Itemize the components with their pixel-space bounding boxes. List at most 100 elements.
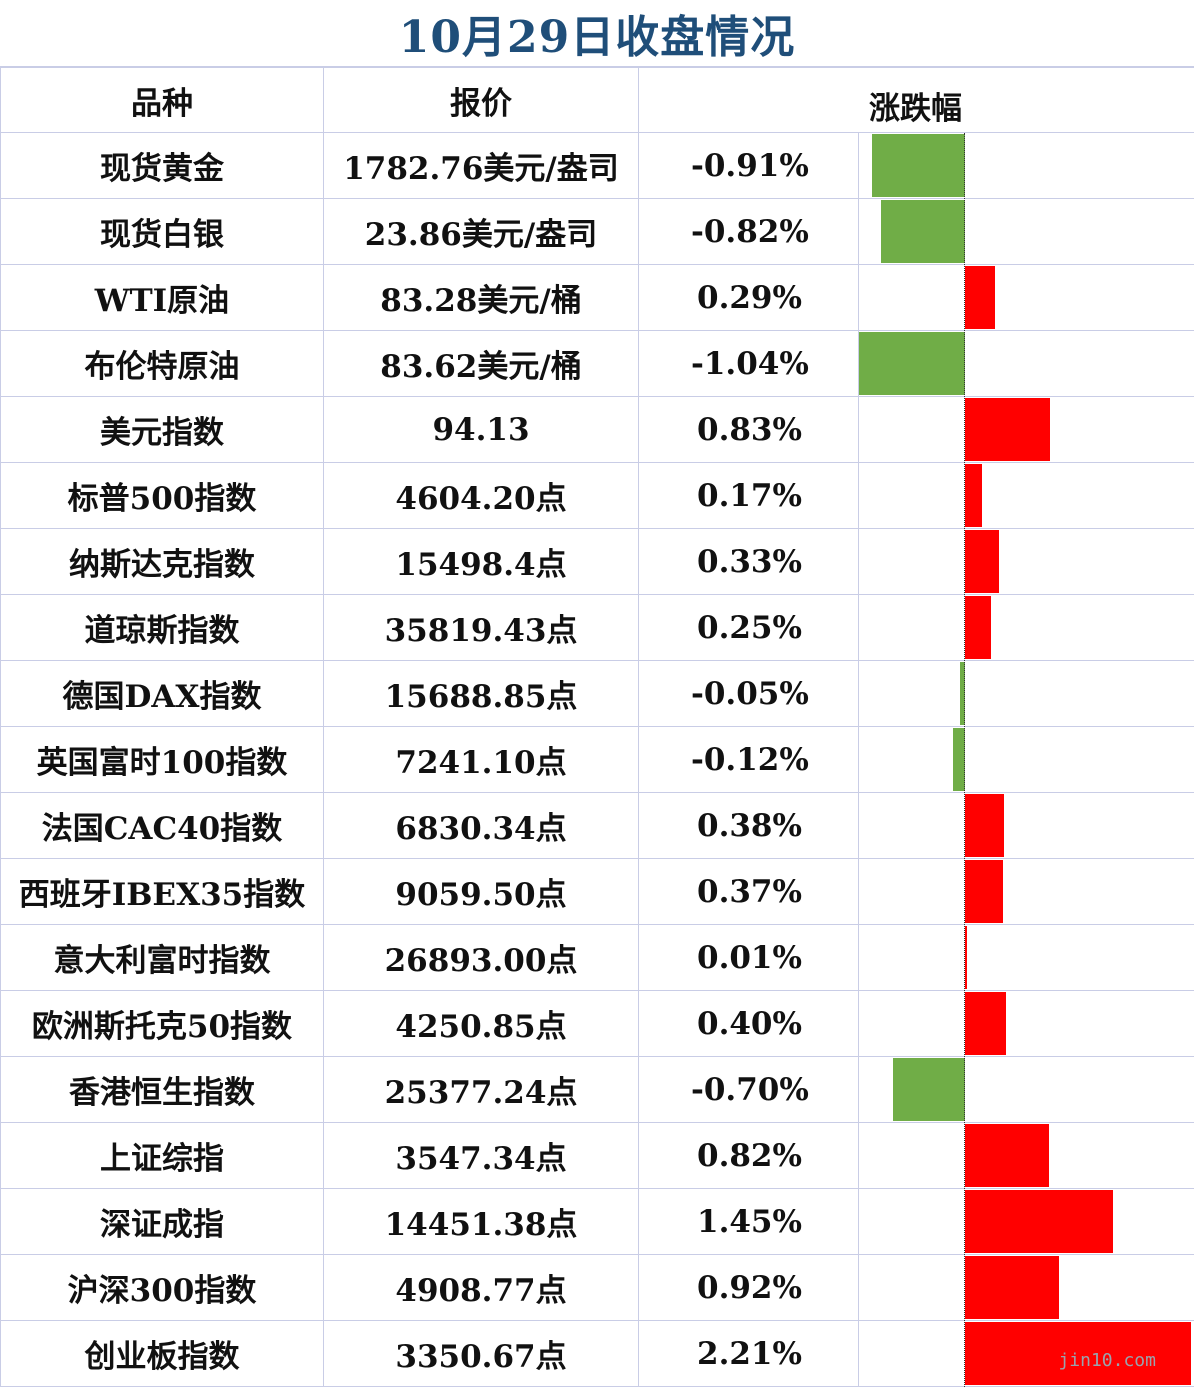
row-name: 创业板指数	[0, 1320, 324, 1387]
row-bar-cell	[858, 330, 1194, 397]
row-name: 法国CAC40指数	[0, 792, 324, 859]
row-name: 布伦特原油	[0, 330, 324, 397]
row-bar-cell	[858, 1320, 1194, 1387]
row-name: 标普500指数	[0, 462, 324, 529]
row-change: -0.05%	[638, 660, 859, 727]
row-bar-cell	[858, 264, 1194, 331]
table-row: 英国富时100指数 7241.10点 -0.12%	[0, 726, 1194, 793]
row-name: 美元指数	[0, 396, 324, 463]
row-change: -0.82%	[638, 198, 859, 265]
row-name: 纳斯达克指数	[0, 528, 324, 595]
gain-bar	[965, 1256, 1060, 1319]
row-name: WTI原油	[0, 264, 324, 331]
row-price: 6830.34点	[323, 792, 639, 859]
table-row: 美元指数 94.13 0.83%	[0, 396, 1194, 463]
row-change: 0.17%	[638, 462, 859, 529]
row-change: 0.01%	[638, 924, 859, 991]
row-bar-cell	[858, 858, 1194, 925]
row-name: 现货白银	[0, 198, 324, 265]
table-row: 沪深300指数 4908.77点 0.92%	[0, 1254, 1194, 1321]
row-change: 0.40%	[638, 990, 859, 1057]
gain-bar	[965, 1322, 1191, 1385]
row-name: 深证成指	[0, 1188, 324, 1255]
row-price: 15688.85点	[323, 660, 639, 727]
row-price: 26893.00点	[323, 924, 639, 991]
row-bar-cell	[858, 198, 1194, 265]
row-price: 1782.76美元/盎司	[323, 132, 639, 199]
row-change: 0.29%	[638, 264, 859, 331]
gain-bar	[965, 1190, 1114, 1253]
loss-bar	[893, 1058, 965, 1121]
row-price: 83.62美元/桶	[323, 330, 639, 397]
row-bar-cell	[858, 396, 1194, 463]
row-change: 0.83%	[638, 396, 859, 463]
table-row: 布伦特原油 83.62美元/桶 -1.04%	[0, 330, 1194, 397]
table-row: 欧洲斯托克50指数 4250.85点 0.40%	[0, 990, 1194, 1057]
row-price: 4250.85点	[323, 990, 639, 1057]
row-price: 9059.50点	[323, 858, 639, 925]
row-price: 83.28美元/桶	[323, 264, 639, 331]
row-change: 0.37%	[638, 858, 859, 925]
row-name: 英国富时100指数	[0, 726, 324, 793]
row-bar-cell	[858, 1056, 1194, 1123]
table-row: 纳斯达克指数 15498.4点 0.33%	[0, 528, 1194, 595]
gain-bar	[965, 794, 1004, 857]
watermark: jin10.com	[1058, 1350, 1156, 1371]
row-price: 14451.38点	[323, 1188, 639, 1255]
table-row: 道琼斯指数 35819.43点 0.25%	[0, 594, 1194, 661]
row-bar-cell	[858, 990, 1194, 1057]
row-change: 0.92%	[638, 1254, 859, 1321]
row-price: 94.13	[323, 396, 639, 463]
row-name: 沪深300指数	[0, 1254, 324, 1321]
table-row: 香港恒生指数 25377.24点 -0.70%	[0, 1056, 1194, 1123]
table-row: 西班牙IBEX35指数 9059.50点 0.37%	[0, 858, 1194, 925]
row-bar-cell	[858, 792, 1194, 859]
row-bar-cell	[858, 726, 1194, 793]
row-change: -0.91%	[638, 132, 859, 199]
row-name: 德国DAX指数	[0, 660, 324, 727]
row-bar-cell	[858, 924, 1194, 991]
gain-bar	[965, 596, 991, 659]
row-change: -0.12%	[638, 726, 859, 793]
row-change: -1.04%	[638, 330, 859, 397]
row-name: 上证综指	[0, 1122, 324, 1189]
row-change: 2.21%	[638, 1320, 859, 1387]
row-name: 西班牙IBEX35指数	[0, 858, 324, 925]
header-row: 品种 报价 涨跌幅	[0, 67, 1194, 133]
row-price: 15498.4点	[323, 528, 639, 595]
row-name: 欧洲斯托克50指数	[0, 990, 324, 1057]
table-row: 创业板指数 3350.67点 2.21%	[0, 1320, 1194, 1387]
market-table: 品种 报价 涨跌幅 现货黄金 1782.76美元/盎司 -0.91% 现货白银 23.8…	[0, 67, 1194, 1387]
gain-bar	[965, 860, 1003, 923]
row-change: 0.33%	[638, 528, 859, 595]
row-price: 4908.77点	[323, 1254, 639, 1321]
row-name: 意大利富时指数	[0, 924, 324, 991]
gain-bar	[965, 926, 967, 989]
table-row: 德国DAX指数 15688.85点 -0.05%	[0, 660, 1194, 727]
row-bar-cell	[858, 132, 1194, 199]
row-bar-cell	[858, 528, 1194, 595]
row-name: 香港恒生指数	[0, 1056, 324, 1123]
row-price: 3547.34点	[323, 1122, 639, 1189]
row-bar-cell	[858, 1254, 1194, 1321]
row-price: 23.86美元/盎司	[323, 198, 639, 265]
header-price: 报价	[323, 67, 639, 133]
gain-bar	[965, 992, 1006, 1055]
table-row: 意大利富时指数 26893.00点 0.01%	[0, 924, 1194, 991]
header-change: 涨跌幅	[638, 67, 1194, 133]
row-price: 25377.24点	[323, 1056, 639, 1123]
page-title: 10月29日收盘情况	[0, 0, 1194, 67]
row-price: 3350.67点	[323, 1320, 639, 1387]
header-change-label: 涨跌幅	[869, 91, 962, 127]
row-price: 35819.43点	[323, 594, 639, 661]
table-row: WTI原油 83.28美元/桶 0.29%	[0, 264, 1194, 331]
row-name: 现货黄金	[0, 132, 324, 199]
row-change: 0.25%	[638, 594, 859, 661]
loss-bar	[859, 332, 965, 395]
row-bar-cell	[858, 1188, 1194, 1255]
table-row: 上证综指 3547.34点 0.82%	[0, 1122, 1194, 1189]
row-bar-cell	[858, 462, 1194, 529]
row-change: -0.70%	[638, 1056, 859, 1123]
zero-axis-line	[964, 133, 965, 1387]
row-change: 0.38%	[638, 792, 859, 859]
